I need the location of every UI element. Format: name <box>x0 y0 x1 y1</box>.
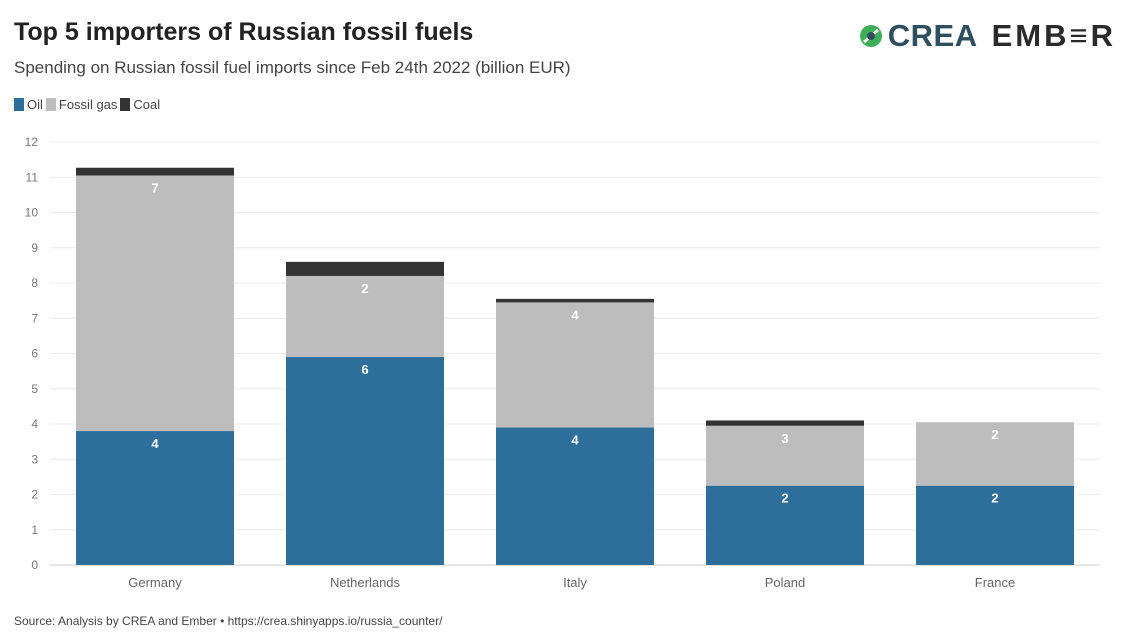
y-tick-label: 1 <box>31 523 38 537</box>
legend-item-fossil-gas: Fossil gas <box>45 97 118 112</box>
y-tick-label: 10 <box>25 206 39 220</box>
y-tick-label: 11 <box>26 170 39 184</box>
y-tick-label: 6 <box>31 347 38 361</box>
data-label: 3 <box>781 431 788 446</box>
legend-label-oil: Oil <box>27 97 43 112</box>
x-tick-label: Poland <box>765 575 805 590</box>
bar-segment-oil <box>286 357 444 565</box>
x-tick-label: Italy <box>563 575 587 590</box>
data-label: 4 <box>571 433 579 448</box>
data-label: 2 <box>991 427 998 442</box>
legend-swatch-oil <box>14 98 24 111</box>
legend-label-coal: Coal <box>133 97 161 112</box>
data-label: 7 <box>151 180 158 195</box>
chart-title: Top 5 importers of Russian fossil fuels <box>14 18 474 46</box>
data-label: 4 <box>151 436 159 451</box>
bar-segment-coal <box>496 298 654 303</box>
chart-subtitle: Spending on Russian fossil fuel imports … <box>14 58 571 77</box>
x-tick-label: Germany <box>128 575 182 590</box>
crea-leaf-icon <box>859 25 882 47</box>
bar-segment-coal <box>76 167 234 176</box>
data-label: 6 <box>361 362 368 377</box>
y-tick-label: 7 <box>31 311 38 325</box>
y-tick-label: 2 <box>31 488 38 502</box>
data-label: 2 <box>991 491 998 506</box>
crea-logo: CREA <box>858 18 978 54</box>
bar-segment-fossil-gas <box>706 425 864 486</box>
data-label: 2 <box>781 491 788 506</box>
legend-item-oil: Oil <box>14 97 43 112</box>
y-tick-label: 8 <box>31 276 38 290</box>
y-tick-label: 3 <box>31 452 38 466</box>
y-tick-label: 4 <box>31 417 38 431</box>
crea-logo-text: CREA <box>887 18 978 53</box>
y-tick-label: 12 <box>25 135 39 149</box>
bar-segment-oil <box>496 427 654 565</box>
legend-swatch-coal <box>120 98 131 111</box>
logos: CREA EMB≡R <box>858 18 1116 54</box>
data-label: 4 <box>571 307 579 322</box>
bar-segment-fossil-gas <box>916 422 1074 486</box>
bar-segment-oil <box>706 485 864 565</box>
y-tick-label: 5 <box>31 382 38 396</box>
y-tick-label: 0 <box>31 558 38 572</box>
ember-logo: EMB≡R <box>991 18 1116 53</box>
legend-swatch-fossil-gas <box>45 98 56 111</box>
bar-segment-fossil-gas <box>286 275 444 358</box>
legend-item-coal: Coal <box>120 97 160 112</box>
bar-chart: 012345678910111247Germany62Netherlands44… <box>25 135 1100 590</box>
bar-segment-oil <box>76 431 234 565</box>
bar-segment-fossil-gas <box>76 175 234 432</box>
x-tick-label: France <box>975 575 1015 590</box>
x-tick-label: Netherlands <box>330 575 401 590</box>
bar-segment-coal <box>286 261 444 276</box>
bar-segment-oil <box>916 485 1074 565</box>
bar-segment-coal <box>706 420 864 426</box>
legend-label-fossil-gas: Fossil gas <box>58 97 118 112</box>
legend: Oil Fossil gas Coal <box>14 97 163 112</box>
source-note: Source: Analysis by CREA and Ember • htt… <box>14 614 443 628</box>
data-label: 2 <box>361 281 368 296</box>
bar-segment-fossil-gas <box>496 302 654 428</box>
y-tick-label: 9 <box>31 241 38 255</box>
